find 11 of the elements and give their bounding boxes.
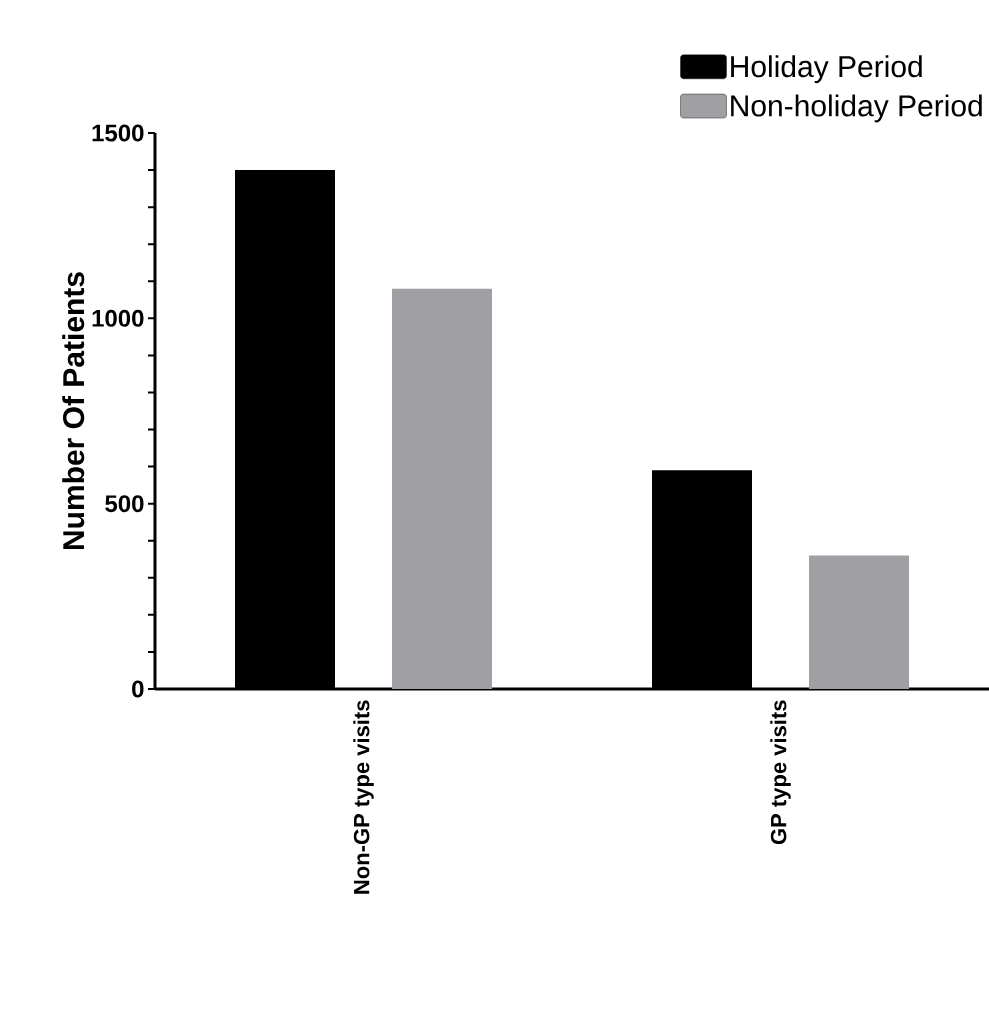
y-tick-label: 1500 [92,124,144,142]
x-tick-label: Non-GP type visits [353,700,374,894]
x-tick-label: GP type visits [770,700,791,845]
legend-label: Non-holiday Period [731,94,982,123]
bar [809,555,910,689]
bar [392,288,492,689]
y-tick-label: 1000 [92,309,144,327]
legend-label: Holiday Period [731,55,922,84]
y-tick-label: 0 [132,680,144,698]
y-tick-label: 500 [105,495,144,513]
y-axis-title: Number Of Patients [62,272,85,550]
